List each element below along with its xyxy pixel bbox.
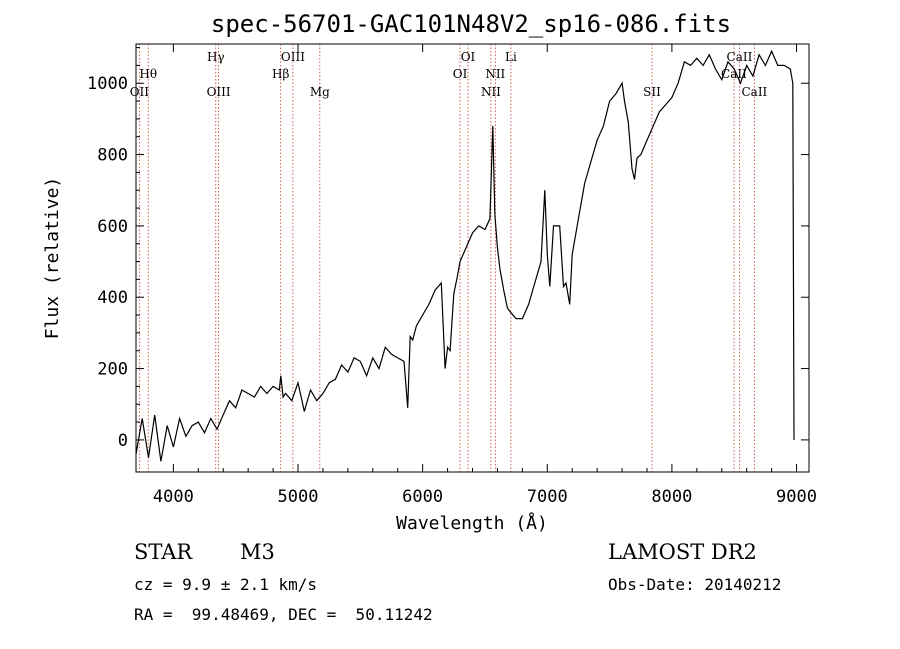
spectral-line-markers [138,44,755,472]
x-tick-label: 9000 [776,487,817,507]
x-tick-label: 7000 [527,487,568,507]
obs-date-text: Obs-Date: 20140212 [608,575,782,594]
object-subclass: M3 [240,540,275,564]
spectral-line-label: Hγ [207,50,225,64]
y-tick-label: 1000 [87,74,128,94]
spectral-line-label: NII [485,67,505,81]
spectral-line-label: Hθ [139,67,157,81]
x-tick-label: 8000 [651,487,692,507]
spectral-line-label: OI [461,50,476,64]
y-axis-ticks: 0 200 400 600 800 1000 [87,47,809,451]
y-tick-label: 600 [97,217,128,237]
x-axis-ticks: 4000 5000 6000 7000 8000 9000 [153,44,817,507]
spectral-line-label: SII [643,85,661,99]
spectral-line-label: Li [505,50,517,64]
spectrum-line [135,49,795,462]
x-tick-label: 4000 [153,487,194,507]
spectral-line-label: CaII [727,50,753,64]
survey-name: LAMOST DR2 [608,540,757,564]
spectral-line-label: NII [481,85,501,99]
spectral-line-label: Mg [310,85,330,99]
y-tick-label: 400 [97,288,128,308]
chart-title: spec-56701-GAC101N48V2_sp16-086.fits [211,10,731,38]
y-tick-label: 0 [118,431,128,451]
spectral-line-label: OII [130,85,150,99]
redshift-text: cz = 9.9 ± 2.1 km/s [134,575,318,594]
y-tick-label: 200 [97,360,128,380]
spectral-line-label: OIII [207,85,231,99]
x-axis-label: Wavelength (Å) [396,512,548,534]
object-type: STAR [134,540,193,564]
x-tick-label: 6000 [402,487,443,507]
spectral-line-label: CaII [721,67,747,81]
spectral-line-label: OI [453,67,468,81]
spectral-line-label: CaII [741,85,767,99]
plot-frame [135,43,810,473]
coordinates-text: RA = 99.48469, DEC = 50.11242 [134,605,433,624]
y-axis-label: Flux (relative) [42,177,63,340]
spectral-line-label: Hβ [272,67,289,81]
y-tick-label: 800 [97,146,128,166]
x-tick-label: 5000 [278,487,319,507]
spectral-line-label: OIII [281,50,305,64]
